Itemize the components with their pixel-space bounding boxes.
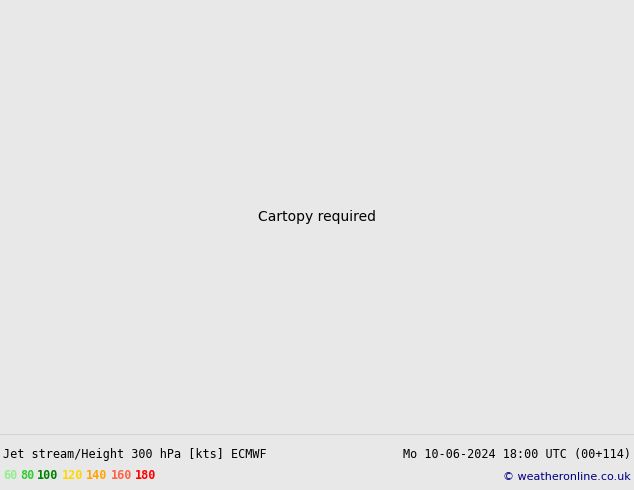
Text: 160: 160 [110,469,132,482]
Text: Jet stream/Height 300 hPa [kts] ECMWF: Jet stream/Height 300 hPa [kts] ECMWF [3,448,267,461]
Text: 100: 100 [37,469,58,482]
Text: Cartopy required: Cartopy required [258,210,376,224]
Text: Mo 10-06-2024 18:00 UTC (00+114): Mo 10-06-2024 18:00 UTC (00+114) [403,448,631,461]
Text: 140: 140 [86,469,107,482]
Text: 120: 120 [61,469,83,482]
Text: © weatheronline.co.uk: © weatheronline.co.uk [503,472,631,482]
Text: 80: 80 [20,469,34,482]
Text: 60: 60 [3,469,17,482]
Text: 180: 180 [135,469,157,482]
